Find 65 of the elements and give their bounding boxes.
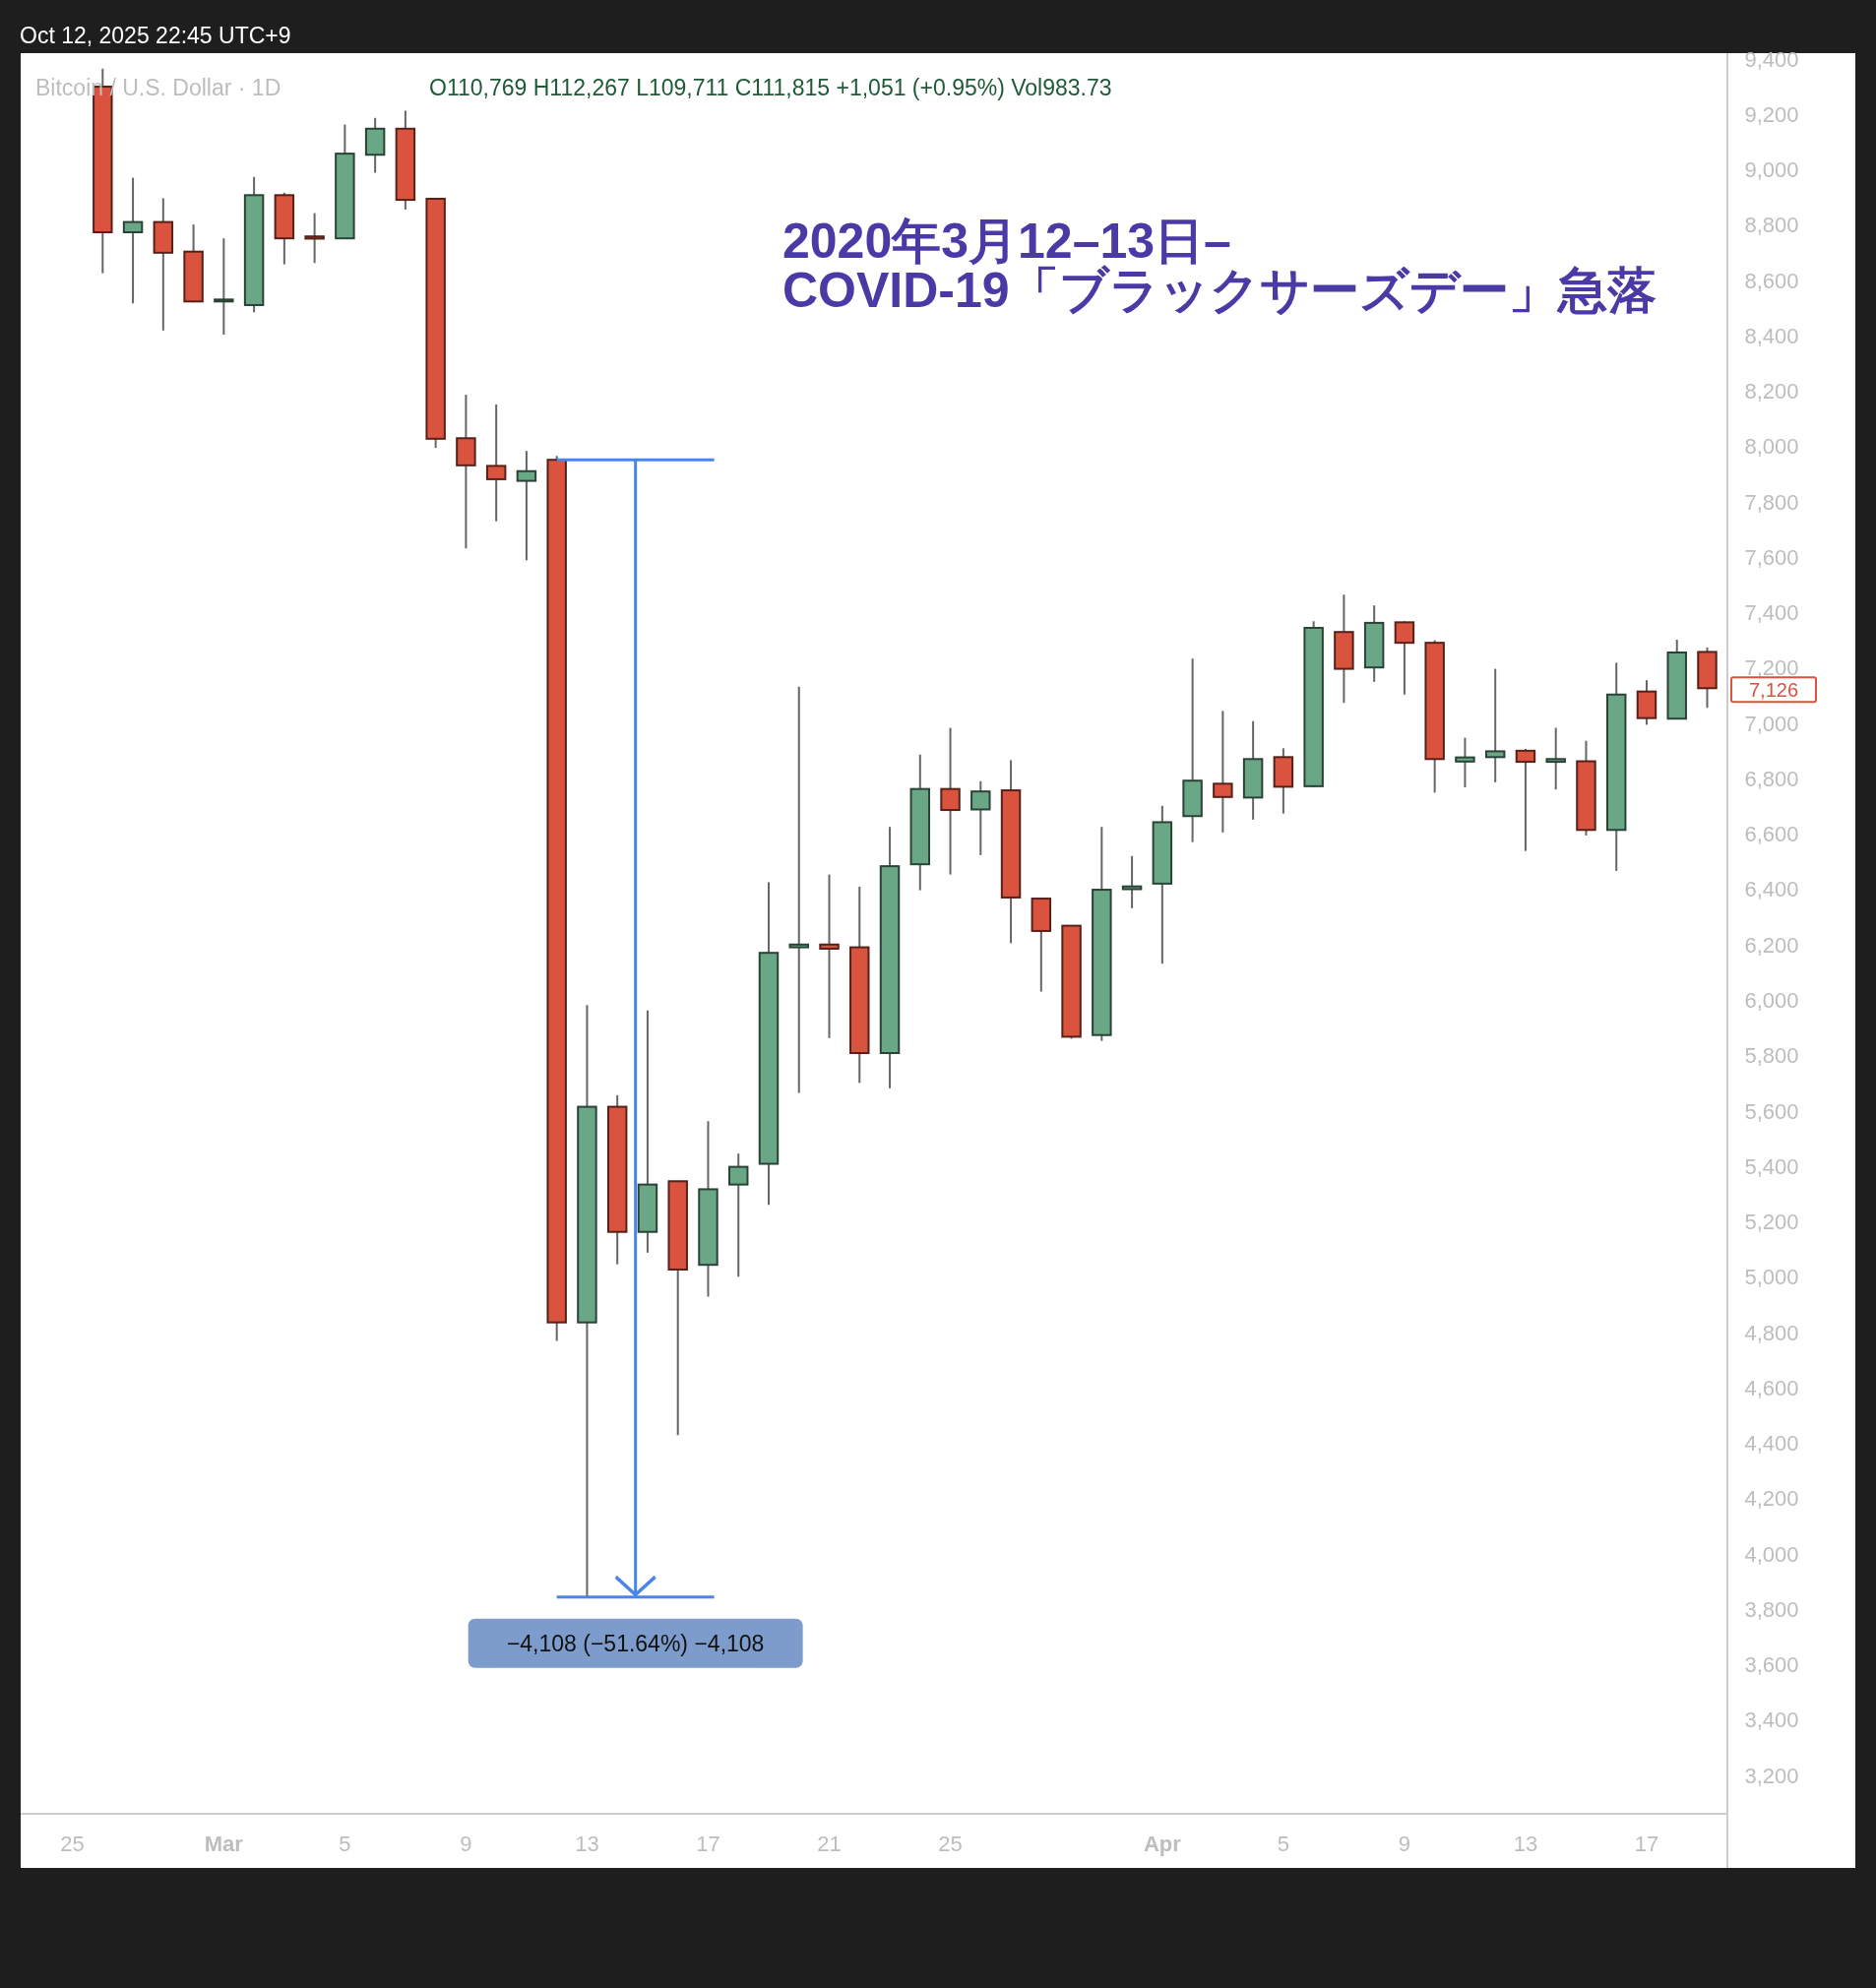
x-tick-label: 25 — [60, 1832, 85, 1856]
candlestick — [304, 212, 325, 265]
candlestick — [214, 237, 234, 337]
y-tick-label: 9,000 — [1744, 157, 1799, 183]
candlestick — [1545, 726, 1566, 791]
y-tick-label: 8,600 — [1744, 268, 1799, 293]
y-tick-label: 3,600 — [1744, 1652, 1799, 1678]
y-tick-label: 7,800 — [1744, 489, 1799, 515]
y-tick-label: 3,400 — [1744, 1708, 1799, 1733]
y-tick-label: 5,800 — [1744, 1043, 1799, 1069]
x-tick-label: Mar — [204, 1832, 244, 1856]
y-tick-label: 5,600 — [1744, 1098, 1799, 1124]
y-tick-label: 7,000 — [1744, 711, 1799, 736]
x-tick-label: 5 — [1277, 1832, 1289, 1856]
y-tick-label: 8,200 — [1744, 379, 1799, 404]
y-tick-label: 4,600 — [1744, 1375, 1799, 1400]
y-tick-label: 4,200 — [1744, 1486, 1799, 1512]
candlestick — [940, 726, 961, 876]
x-tick-label: 13 — [575, 1832, 599, 1856]
x-tick-label: 9 — [1398, 1832, 1411, 1856]
candlestick — [819, 873, 840, 1039]
y-tick-label: 8,000 — [1744, 434, 1799, 460]
y-tick-label: 7,200 — [1744, 655, 1799, 681]
y-tick-label: 6,400 — [1744, 877, 1799, 902]
candlestick — [1515, 747, 1536, 852]
x-tick-label: 25 — [938, 1832, 963, 1856]
x-tick-label: 9 — [460, 1832, 472, 1856]
y-tick-label: 4,400 — [1744, 1431, 1799, 1457]
y-tick-label: 5,200 — [1744, 1210, 1799, 1235]
candlestick — [970, 779, 991, 856]
y-tick-label: 9,400 — [1744, 46, 1799, 72]
candlestick — [122, 176, 144, 305]
text: Oct 12, 2025 22:45 UTC+9 — [20, 23, 291, 48]
x-tick-label: 17 — [1634, 1832, 1659, 1856]
y-tick-label: 7,600 — [1744, 544, 1799, 570]
candlestick — [485, 403, 507, 523]
y-tick-label: 3,200 — [1744, 1763, 1799, 1788]
annotation: −4,108 (−51.64%) −4,108 — [506, 1630, 765, 1656]
y-tick-label: 6,600 — [1744, 822, 1799, 847]
y-tick-label: 8,400 — [1744, 323, 1799, 348]
y-tick-label: 8,800 — [1744, 213, 1799, 238]
x-tick-label: Apr — [1143, 1832, 1182, 1856]
y-tick-label: 7,400 — [1744, 600, 1799, 626]
candlestick — [788, 685, 809, 1094]
y-tick-label: 6,000 — [1744, 988, 1799, 1014]
candlestick — [1213, 710, 1233, 834]
y-tick-label: 9,200 — [1744, 101, 1799, 127]
y-tick-label: 5,000 — [1744, 1265, 1799, 1290]
candlestick — [1484, 667, 1506, 783]
candlestick — [516, 450, 537, 562]
annotation: O110,769 H112,267 L109,711 C111,815 +1,051 (+0.95%) Vol983.73 — [429, 75, 1112, 100]
y-tick-label: 6,200 — [1744, 932, 1799, 958]
annotation: 7,126 — [1748, 679, 1799, 702]
x-tick-label: 5 — [339, 1832, 351, 1856]
y-tick-label: 5,400 — [1744, 1153, 1799, 1179]
y-tick-label: 4,800 — [1744, 1320, 1799, 1345]
y-tick-label: 3,800 — [1744, 1596, 1799, 1622]
candlestick — [1455, 736, 1475, 788]
y-tick-label: 4,000 — [1744, 1541, 1799, 1567]
y-tick-label: 6,800 — [1744, 766, 1799, 791]
x-tick-label: 17 — [696, 1832, 720, 1856]
x-tick-label: 21 — [817, 1832, 842, 1856]
candlestick — [728, 1152, 749, 1278]
candlestick — [1394, 620, 1415, 696]
x-tick-label: 13 — [1513, 1832, 1538, 1856]
